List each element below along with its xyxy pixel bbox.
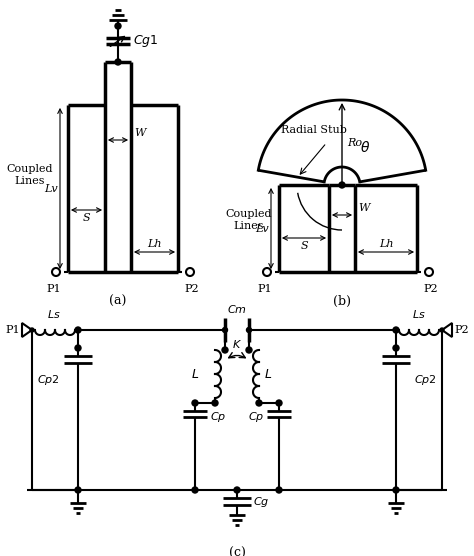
Text: Coupled
Lines: Coupled Lines <box>7 164 53 186</box>
Circle shape <box>222 327 228 332</box>
Circle shape <box>115 23 121 29</box>
Text: $Cp2$: $Cp2$ <box>414 373 437 387</box>
Text: P1: P1 <box>46 284 61 294</box>
Circle shape <box>246 327 252 332</box>
Text: (b): (b) <box>333 295 351 308</box>
Text: S: S <box>82 213 91 223</box>
Text: Lv: Lv <box>255 224 269 234</box>
Text: $Cp2$: $Cp2$ <box>37 373 60 387</box>
Text: Lv: Lv <box>45 183 58 193</box>
Circle shape <box>276 400 282 406</box>
Text: (a): (a) <box>109 295 127 308</box>
Text: Ro: Ro <box>347 137 362 147</box>
Text: $L$: $L$ <box>264 368 272 380</box>
Circle shape <box>393 487 399 493</box>
Circle shape <box>246 347 252 353</box>
Text: P2: P2 <box>454 325 469 335</box>
Text: P2: P2 <box>424 284 438 294</box>
Text: $Cg1$: $Cg1$ <box>133 33 158 49</box>
Circle shape <box>234 487 240 493</box>
Text: $Ls$: $Ls$ <box>412 308 426 320</box>
Text: Radial Stub: Radial Stub <box>281 125 347 135</box>
Text: (c): (c) <box>228 547 246 556</box>
Circle shape <box>75 327 81 333</box>
Text: $Cm$: $Cm$ <box>227 303 247 315</box>
Text: P2: P2 <box>185 284 199 294</box>
Text: S: S <box>300 241 308 251</box>
Text: W: W <box>134 128 146 138</box>
Text: P1: P1 <box>5 325 20 335</box>
Circle shape <box>276 487 282 493</box>
Text: $Cp$: $Cp$ <box>210 410 226 424</box>
Text: Lh: Lh <box>379 239 393 249</box>
Text: P1: P1 <box>258 284 272 294</box>
Text: $Cp$: $Cp$ <box>248 410 264 424</box>
Circle shape <box>192 400 198 406</box>
Text: $Ls$: $Ls$ <box>46 308 60 320</box>
Text: $K$: $K$ <box>232 338 242 350</box>
Circle shape <box>440 328 444 332</box>
Circle shape <box>212 400 218 406</box>
Text: Coupled
Lines: Coupled Lines <box>226 209 272 231</box>
Circle shape <box>75 487 81 493</box>
Circle shape <box>192 487 198 493</box>
Circle shape <box>75 345 81 351</box>
Text: $L$: $L$ <box>191 368 199 380</box>
Circle shape <box>393 345 399 351</box>
Circle shape <box>393 327 399 333</box>
Circle shape <box>30 328 34 332</box>
Text: Lh: Lh <box>147 239 162 249</box>
Circle shape <box>115 59 121 65</box>
Text: $Cg$: $Cg$ <box>253 495 269 509</box>
Circle shape <box>222 347 228 353</box>
Text: W: W <box>358 203 369 213</box>
Text: $\theta$: $\theta$ <box>360 140 370 155</box>
Circle shape <box>339 182 345 188</box>
Circle shape <box>256 400 262 406</box>
